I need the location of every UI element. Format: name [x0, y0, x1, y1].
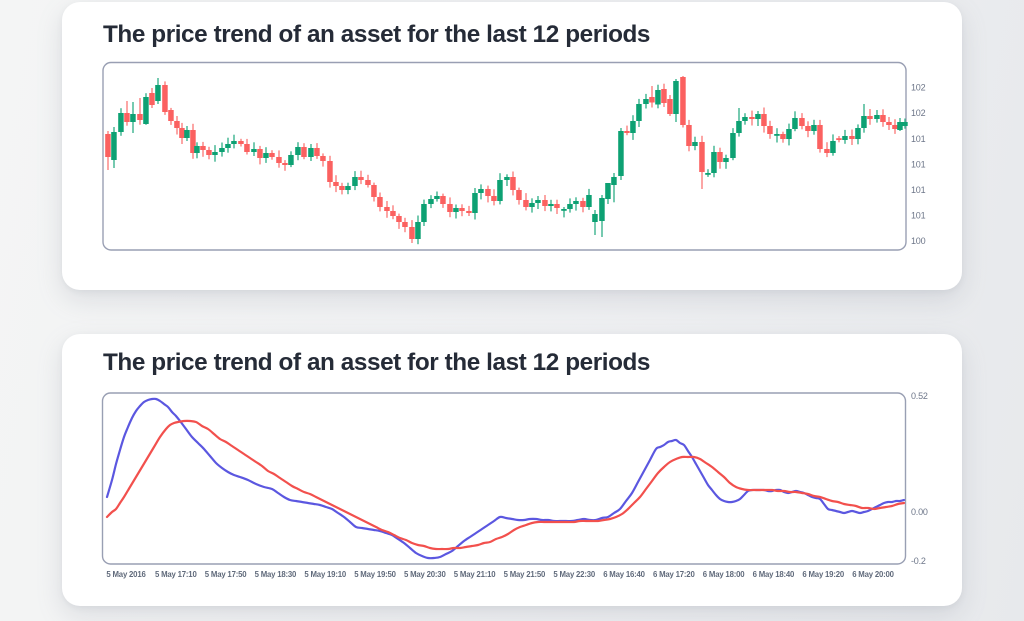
- svg-text:6 May 18:40: 6 May 18:40: [753, 570, 795, 579]
- svg-text:102: 102: [911, 83, 926, 93]
- svg-text:5 May 17:10: 5 May 17:10: [155, 570, 197, 579]
- svg-text:5 May 19:10: 5 May 19:10: [304, 570, 346, 579]
- svg-text:5 May 19:50: 5 May 19:50: [354, 570, 396, 579]
- svg-text:6 May 18:00: 6 May 18:00: [703, 570, 745, 579]
- svg-text:101: 101: [911, 134, 926, 144]
- svg-text:6 May 20:00: 6 May 20:00: [852, 570, 894, 579]
- svg-text:5 May 18:30: 5 May 18:30: [255, 570, 297, 579]
- svg-text:0.52: 0.52: [911, 391, 928, 401]
- svg-text:102: 102: [911, 108, 926, 118]
- svg-text:5 May 20:30: 5 May 20:30: [404, 570, 446, 579]
- svg-text:101: 101: [911, 159, 926, 169]
- svg-text:5 May 21:10: 5 May 21:10: [454, 570, 496, 579]
- svg-text:6 May 17:20: 6 May 17:20: [653, 570, 695, 579]
- svg-text:100: 100: [911, 236, 926, 246]
- svg-text:5 May 17:50: 5 May 17:50: [205, 570, 247, 579]
- svg-text:5 May 2016: 5 May 2016: [106, 570, 146, 579]
- svg-text:6 May 16:40: 6 May 16:40: [603, 570, 645, 579]
- svg-text:0.00: 0.00: [911, 507, 928, 517]
- svg-text:5 May 21:50: 5 May 21:50: [504, 570, 546, 579]
- svg-text:6 May 19:20: 6 May 19:20: [802, 570, 844, 579]
- svg-text:-0.2: -0.2: [911, 556, 926, 566]
- svg-text:101: 101: [911, 211, 926, 221]
- svg-text:101: 101: [911, 185, 926, 195]
- svg-text:5 May 22:30: 5 May 22:30: [553, 570, 595, 579]
